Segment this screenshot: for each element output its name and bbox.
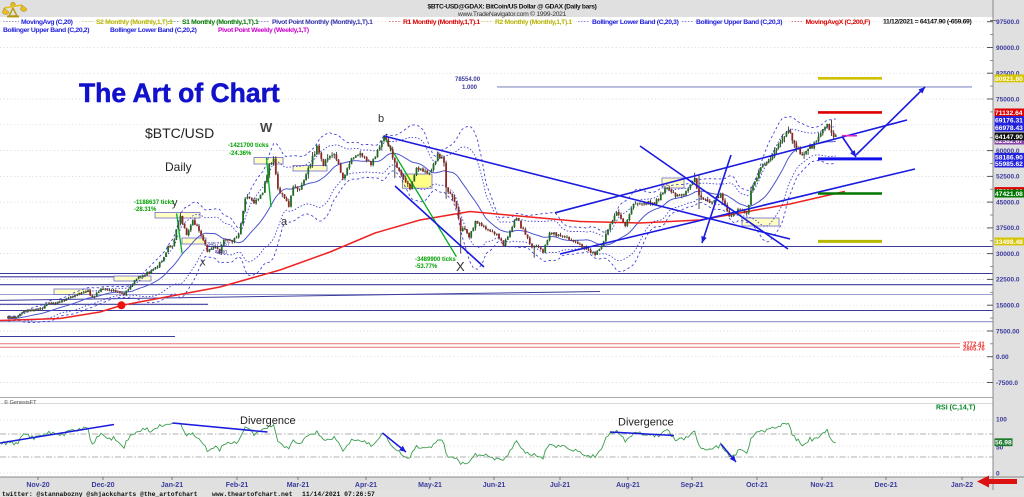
svg-text:11/12/2021 = 64147.90 (-659.69: 11/12/2021 = 64147.90 (-659.69) <box>883 19 971 26</box>
svg-text:66978.43: 66978.43 <box>995 125 1023 132</box>
svg-text:S2 Monthly (Monthly,1,T).1: S2 Monthly (Monthly,1,T).1 <box>96 19 173 26</box>
svg-text:3772.41: 3772.41 <box>963 342 985 348</box>
svg-text:$BTC-USD@GDAX: BitCoin/US Dol: $BTC-USD@GDAX: BitCoin/US Dollar @ GDAX … <box>427 4 596 11</box>
svg-text:52500.0: 52500.0 <box>996 174 1020 181</box>
svg-text:MovingAvg (C,20): MovingAvg (C,20) <box>21 19 73 26</box>
svg-text:60000.0: 60000.0 <box>996 148 1020 155</box>
svg-text:4600: 4600 <box>215 250 227 256</box>
svg-text:62582.67: 62582.67 <box>995 138 1023 145</box>
svg-text:Jul-21: Jul-21 <box>550 482 570 489</box>
svg-text:56.98: 56.98 <box>995 440 1012 447</box>
svg-text:MovingAvgX (C,200,F): MovingAvgX (C,200,F) <box>806 19 871 26</box>
svg-text:37500.0: 37500.0 <box>996 225 1020 232</box>
svg-text:Jan-21: Jan-21 <box>161 482 183 489</box>
svg-text:Bollinger Upper Band (C,20,3): Bollinger Upper Band (C,20,3) <box>696 19 782 26</box>
svg-text:b: b <box>378 113 384 125</box>
svg-text:-24.36%: -24.36% <box>229 151 252 157</box>
svg-text:0.00: 0.00 <box>996 354 1009 361</box>
svg-text:22500.0: 22500.0 <box>996 277 1020 284</box>
svg-text:Divergence: Divergence <box>240 415 296 427</box>
svg-text:The Art of Chart: The Art of Chart <box>79 78 280 108</box>
svg-text:Bollinger Upper Band (C,20,2): Bollinger Upper Band (C,20,2) <box>3 27 89 34</box>
svg-text:Sep-21: Sep-21 <box>681 482 704 489</box>
svg-text:78554.00: 78554.00 <box>455 77 481 83</box>
svg-text:7500.00: 7500.00 <box>996 328 1020 335</box>
svg-text:www.theartofchart.net: www.theartofchart.net <box>212 491 293 497</box>
svg-text:69176.31: 69176.31 <box>995 118 1023 125</box>
svg-text:1.000: 1.000 <box>462 85 478 91</box>
svg-text:Divergence: Divergence <box>618 417 674 429</box>
svg-text:-3489900 ticks: -3489900 ticks <box>415 257 456 263</box>
svg-text:y: y <box>172 197 178 209</box>
svg-text:15000.0: 15000.0 <box>996 303 1020 310</box>
svg-text:71132.64: 71132.64 <box>995 110 1023 117</box>
svg-text:Mar-21: Mar-21 <box>287 482 310 489</box>
svg-text:55985.62: 55985.62 <box>995 161 1023 168</box>
svg-text:-1421700 ticks: -1421700 ticks <box>228 143 269 149</box>
svg-text:© GenesisFT: © GenesisFT <box>4 399 37 406</box>
svg-text:Dec-20: Dec-20 <box>92 482 115 489</box>
svg-text:www.TradeNavigator.com © 1999-: www.TradeNavigator.com © 1999-2021 <box>457 10 567 18</box>
svg-text:82500.0: 82500.0 <box>996 71 1020 78</box>
svg-text:33498.48: 33498.48 <box>995 239 1023 246</box>
svg-text:$BTC/USD: $BTC/USD <box>145 125 214 141</box>
svg-text:45000.0: 45000.0 <box>996 199 1020 206</box>
svg-text:2805.76: 2805.76 <box>963 347 985 353</box>
svg-text:Bollinger Lower Band (C,20,3): Bollinger Lower Band (C,20,3) <box>592 19 679 26</box>
svg-text:34571.57: 34571.57 <box>207 242 230 248</box>
svg-text:Nov-21: Nov-21 <box>810 482 833 489</box>
svg-text:80921.60: 80921.60 <box>995 76 1023 83</box>
svg-text:RSI (C,14,T): RSI (C,14,T) <box>936 405 975 412</box>
svg-text:R1 Monthly (Monthly,1,T).1: R1 Monthly (Monthly,1,T).1 <box>403 19 480 26</box>
svg-text:W: W <box>260 120 273 135</box>
svg-text:58186.90: 58186.90 <box>995 154 1023 161</box>
svg-text:Jan-22: Jan-22 <box>951 482 973 489</box>
svg-text:x: x <box>200 257 206 269</box>
svg-text:-7500.0: -7500.0 <box>996 380 1018 387</box>
svg-text:Jun-21: Jun-21 <box>483 482 506 489</box>
svg-text:0: 0 <box>996 470 1000 477</box>
svg-text:Nov-20: Nov-20 <box>26 482 49 489</box>
svg-text:Feb-21: Feb-21 <box>226 482 249 489</box>
svg-text:Apr-21: Apr-21 <box>355 482 377 489</box>
svg-text:R2 Monthly (Monthly,1,T).1: R2 Monthly (Monthly,1,T).1 <box>495 19 572 26</box>
svg-text:S1 Monthly (Monthly,1,T).1: S1 Monthly (Monthly,1,T).1 <box>182 19 259 26</box>
svg-text:30000.0: 30000.0 <box>996 251 1020 258</box>
svg-text:Pivot Point Monthly (Monthly,1: Pivot Point Monthly (Monthly,1,T).1 <box>272 19 373 26</box>
svg-text:Bollinger Lower Band (C,20,2): Bollinger Lower Band (C,20,2) <box>110 27 197 34</box>
svg-text:Oct-21: Oct-21 <box>746 482 768 489</box>
svg-text:47421.08: 47421.08 <box>995 191 1023 198</box>
svg-text:97500.0: 97500.0 <box>996 19 1020 26</box>
svg-text:75000.0: 75000.0 <box>996 96 1020 103</box>
svg-text:twitter: @stannabozny @shjackc: twitter: @stannabozny @shjackcharts @the… <box>2 491 198 497</box>
svg-text:Pivot Point Weekly (Weekly,1,T: Pivot Point Weekly (Weekly,1,T) <box>218 27 309 34</box>
svg-text:64147.90: 64147.90 <box>995 134 1023 141</box>
svg-text:Daily: Daily <box>165 160 192 174</box>
svg-text:100: 100 <box>996 417 1007 424</box>
svg-text:Dec-21: Dec-21 <box>875 482 898 489</box>
svg-text:-1188637 ticks: -1188637 ticks <box>134 200 175 206</box>
svg-text:90000.0: 90000.0 <box>996 45 1020 52</box>
svg-text:11/14/2021 07:26:57: 11/14/2021 07:26:57 <box>302 491 375 497</box>
svg-text:50: 50 <box>996 445 1004 452</box>
svg-text:Aug-21: Aug-21 <box>616 482 640 489</box>
svg-text:a: a <box>281 216 288 228</box>
svg-text:-28.31%: -28.31% <box>134 207 157 213</box>
svg-text:X: X <box>456 259 465 274</box>
svg-text:-53.77%: -53.77% <box>415 264 438 270</box>
svg-text:May-21: May-21 <box>418 482 442 489</box>
